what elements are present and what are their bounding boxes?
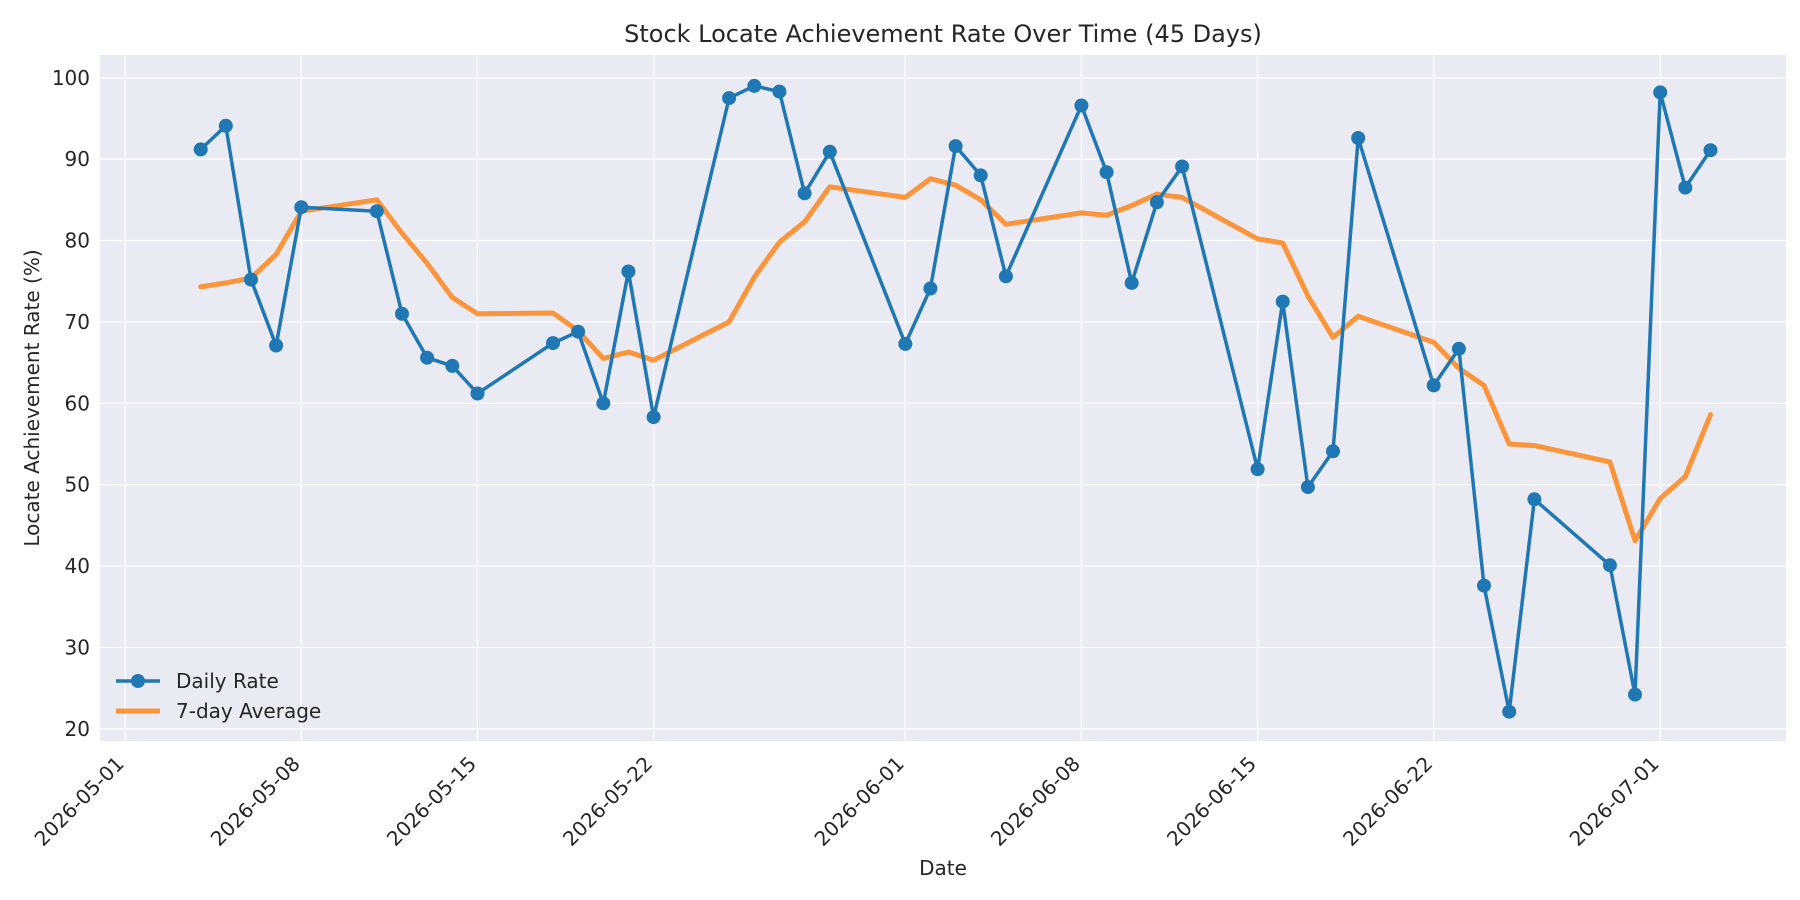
y-tick-label: 20: [65, 717, 90, 741]
data-point-daily-rate: [973, 168, 988, 183]
x-tick-label: 2026-05-15: [382, 752, 481, 851]
x-axis: 2026-05-01 2026-05-08 2026-05-15 2026-05-22…: [30, 752, 1664, 851]
legend-label-daily-rate: Daily Rate: [176, 669, 279, 693]
data-point-daily-rate: [294, 200, 309, 215]
data-point-daily-rate: [244, 272, 258, 287]
data-point-daily-rate: [369, 204, 384, 219]
data-point-daily-rate: [1451, 341, 1466, 356]
grid: [100, 55, 1786, 741]
data-point-daily-rate: [546, 336, 560, 351]
data-point-daily-rate: [1300, 480, 1315, 495]
data-point-daily-rate: [1628, 687, 1642, 702]
x-axis-title: Date: [919, 856, 967, 880]
x-tick-label: 2026-05-22: [558, 752, 657, 851]
data-point-daily-rate: [1099, 165, 1114, 180]
data-point-daily-rate: [923, 281, 938, 296]
data-point-daily-rate: [1175, 159, 1190, 174]
series-line-7-day-average: [198, 176, 1713, 544]
y-tick-label: 60: [65, 391, 90, 415]
data-point-daily-rate: [772, 84, 787, 99]
x-tick-label: 2026-06-01: [810, 752, 909, 851]
data-point-daily-rate: [470, 386, 485, 401]
data-point-daily-rate: [420, 350, 435, 365]
data-point-daily-rate: [1149, 195, 1164, 210]
series: [193, 78, 1718, 719]
y-tick-label: 40: [65, 554, 90, 578]
data-point-daily-rate: [1275, 294, 1290, 309]
data-point-daily-rate: [898, 336, 913, 351]
data-point-daily-rate: [722, 91, 737, 106]
legend-label-7-day-average: 7-day Average: [176, 699, 321, 723]
data-point-daily-rate: [1074, 98, 1089, 113]
data-point-daily-rate: [269, 338, 284, 353]
legend: Daily Rate 7-day Average: [116, 669, 321, 723]
data-point-daily-rate: [1351, 131, 1366, 145]
data-point-daily-rate: [822, 144, 837, 159]
data-point-daily-rate: [1527, 492, 1542, 507]
data-point-daily-rate: [596, 396, 611, 411]
y-tick-label: 50: [65, 473, 90, 497]
data-point-daily-rate: [747, 78, 762, 93]
chart-title: Stock Locate Achievement Rate Over Time …: [624, 20, 1262, 48]
data-point-daily-rate: [948, 139, 963, 154]
x-tick-label: 2026-06-15: [1162, 752, 1261, 851]
data-point-daily-rate: [1250, 462, 1265, 477]
x-tick-label: 2026-05-01: [30, 752, 129, 851]
legend-marker-daily-rate: [131, 674, 145, 688]
data-point-daily-rate: [1426, 378, 1441, 393]
y-tick-label: 100: [52, 66, 90, 90]
y-tick-label: 80: [65, 229, 90, 253]
x-tick-label: 2026-06-22: [1338, 752, 1437, 851]
x-tick-label: 2026-07-01: [1565, 752, 1664, 851]
data-point-daily-rate: [1602, 558, 1617, 573]
plot-area: [100, 55, 1786, 741]
data-point-daily-rate: [998, 269, 1013, 284]
y-tick-label: 70: [65, 310, 90, 334]
data-point-daily-rate: [646, 410, 661, 425]
data-point-daily-rate: [218, 118, 233, 133]
data-point-daily-rate: [193, 142, 208, 157]
y-axis-title: Locate Achievement Rate (%): [20, 249, 44, 546]
data-point-daily-rate: [621, 264, 636, 279]
y-tick-label: 30: [65, 635, 90, 659]
y-tick-label: 90: [65, 147, 90, 171]
data-point-daily-rate: [1502, 704, 1517, 719]
x-tick-label: 2026-05-08: [206, 752, 305, 851]
data-point-daily-rate: [797, 186, 812, 201]
y-axis: 20 30 40 50 60 70 80 90 100: [52, 66, 90, 741]
x-tick-label: 2026-06-08: [986, 752, 1085, 851]
data-point-daily-rate: [1124, 275, 1139, 290]
data-point-daily-rate: [1678, 180, 1693, 195]
data-point-daily-rate: [1326, 444, 1340, 459]
data-point-daily-rate: [1653, 85, 1668, 100]
data-point-daily-rate: [1477, 578, 1491, 593]
data-point-daily-rate: [571, 324, 586, 339]
data-point-daily-rate: [445, 358, 460, 373]
data-point-daily-rate: [1703, 143, 1718, 158]
data-point-daily-rate: [395, 306, 409, 321]
